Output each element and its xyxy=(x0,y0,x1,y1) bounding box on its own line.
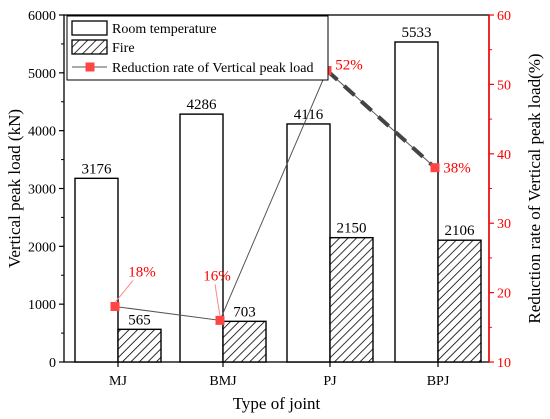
value-label-fire: 565 xyxy=(128,312,151,328)
reduction-rate-line xyxy=(114,69,436,321)
value-label-fire: 703 xyxy=(233,304,256,320)
bar-fire xyxy=(329,236,374,363)
legend-box xyxy=(66,15,329,81)
bar-fire xyxy=(117,328,162,363)
reduction-rate-marker xyxy=(215,315,225,325)
bar-fire xyxy=(222,320,267,363)
reduction-trend-dash xyxy=(325,69,437,170)
right-tick-label: 30 xyxy=(497,217,511,232)
bar-room-temperature xyxy=(286,123,331,363)
legend-swatch-marker xyxy=(85,62,95,72)
legend-label-reduction-rate: Reduction rate of Vertical peak load xyxy=(112,61,314,76)
legend-label-room-temperature: Room temperature xyxy=(112,22,217,37)
x-tick-label: MJ xyxy=(109,374,127,389)
reduction-rate-label: 18% xyxy=(128,264,156,280)
value-label-room-temperature: 5533 xyxy=(402,25,432,41)
x-tick-label: PJ xyxy=(323,374,337,389)
reduction-rate-label: 52% xyxy=(335,58,363,74)
reduction-rate-marker xyxy=(110,301,120,311)
legend-label-fire: Fire xyxy=(112,41,135,56)
value-label-room-temperature: 3176 xyxy=(82,161,113,177)
reduction-rate-marker xyxy=(430,163,440,173)
left-tick-label: 5000 xyxy=(28,67,56,82)
label-leader xyxy=(214,284,221,317)
reduction-rate-label: 16% xyxy=(203,268,231,284)
right-tick-label: 20 xyxy=(497,287,511,302)
left-tick-label: 1000 xyxy=(28,298,56,313)
right-tick-label: 50 xyxy=(497,78,511,93)
value-label-room-temperature: 4116 xyxy=(294,107,324,123)
right-tick-label: 60 xyxy=(497,9,511,24)
value-label-room-temperature: 4286 xyxy=(187,97,218,113)
legend-swatch-room-temperature xyxy=(71,20,108,36)
x-tick-label: BMJ xyxy=(209,374,237,389)
left-tick-label: 6000 xyxy=(28,9,56,24)
value-label-fire: 2150 xyxy=(337,221,367,237)
y-axis-title: Vertical peak load (kN) xyxy=(5,109,24,268)
bar-room-temperature xyxy=(394,41,439,363)
value-label-fire: 2106 xyxy=(445,223,476,239)
left-tick-label: 0 xyxy=(49,356,56,371)
x-axis-title: Type of joint xyxy=(233,394,321,413)
right-tick-label: 40 xyxy=(497,148,511,163)
bar-fire xyxy=(437,239,482,363)
reduction-rate-label: 38% xyxy=(443,161,471,177)
label-leader xyxy=(114,280,134,303)
x-tick-label: BPJ xyxy=(427,374,450,389)
left-tick-label: 3000 xyxy=(28,183,56,198)
legend-swatch-fire xyxy=(71,39,108,55)
right-tick-label: 10 xyxy=(497,356,511,371)
bar-room-temperature xyxy=(74,177,119,363)
left-tick-label: 2000 xyxy=(28,240,56,255)
left-tick-label: 4000 xyxy=(28,125,56,140)
y2-axis-title: Reduction rate of Vertical peak load(%) xyxy=(525,53,544,323)
